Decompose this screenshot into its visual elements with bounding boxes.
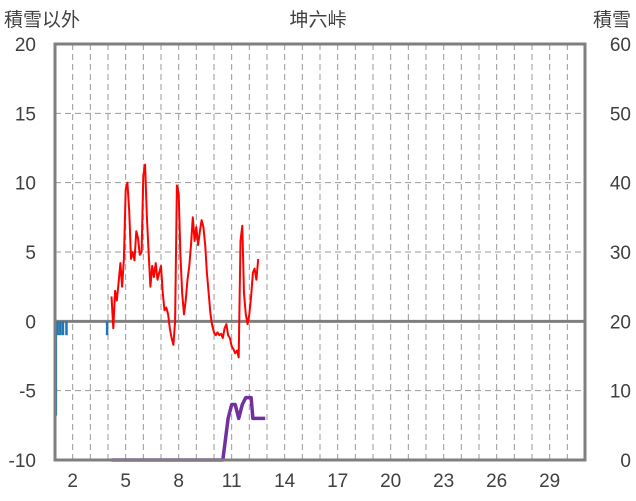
- right-y-tick-label: 30: [610, 243, 631, 264]
- x-tick-label: 29: [539, 471, 560, 492]
- x-tick-label: 2: [67, 471, 78, 492]
- x-tick-label: 26: [486, 471, 507, 492]
- left-y-tick-label: -5: [19, 382, 36, 403]
- right-y-tick-label: 60: [610, 35, 631, 56]
- x-tick-label: 23: [433, 471, 454, 492]
- right-axis-label: 積雪: [593, 9, 631, 31]
- right-y-tick-label: 10: [610, 382, 631, 403]
- left-y-tick-label: -10: [9, 451, 36, 472]
- right-y-tick-label: 0: [620, 451, 631, 472]
- x-ticks: 2 5 8 11 14 17 20 23 26 29: [67, 471, 560, 492]
- x-tick-label: 20: [380, 471, 401, 492]
- left-y-tick-label: 15: [15, 104, 36, 125]
- x-tick-label: 5: [120, 471, 131, 492]
- chart-title: 坤六峠: [289, 9, 346, 31]
- x-tick-label: 17: [327, 471, 348, 492]
- right-y-tick-label: 50: [610, 104, 631, 125]
- temperature-line: [110, 163, 260, 359]
- left-y-tick-label: 10: [15, 174, 36, 195]
- x-tick-label: 8: [173, 471, 184, 492]
- left-y-ticks: 20 15 10 5 0 -5 -10: [9, 35, 36, 472]
- left-y-tick-label: 0: [25, 312, 36, 333]
- x-tick-label: 11: [222, 471, 242, 492]
- x-tick-label: 14: [274, 471, 296, 492]
- left-y-tick-label: 5: [25, 243, 36, 264]
- grid: [55, 44, 585, 460]
- snow-depth-line: [111, 395, 266, 462]
- left-axis-label: 積雪以外: [4, 9, 80, 31]
- right-y-tick-label: 40: [610, 174, 631, 195]
- plot-frame: [53, 42, 587, 462]
- right-y-ticks: 60 50 40 30 20 10 0: [610, 35, 631, 472]
- left-y-tick-label: 20: [15, 35, 36, 56]
- right-y-tick-label: 20: [610, 312, 631, 333]
